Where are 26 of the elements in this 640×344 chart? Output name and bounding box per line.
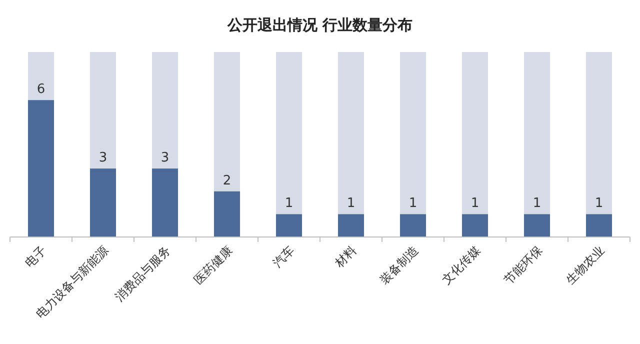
bar [338, 214, 364, 237]
data-label: 1 [470, 196, 480, 212]
data-label: 1 [284, 196, 294, 212]
chart-title: 公开退出情况 行业数量分布 [226, 16, 413, 34]
data-label: 1 [532, 196, 542, 212]
data-label: 1 [408, 196, 418, 212]
data-label: 3 [98, 150, 108, 166]
x-tick-label: 材料 [332, 243, 360, 271]
x-tick-label: 节能环保 [501, 243, 546, 288]
data-label: 1 [346, 196, 356, 212]
x-tick-label: 生物农业 [563, 243, 608, 288]
x-tick-label: 电子 [22, 243, 50, 270]
data-label: 3 [160, 150, 170, 166]
data-label: 1 [594, 196, 604, 212]
x-tick-label: 汽车 [270, 243, 298, 270]
bar [524, 214, 550, 237]
bar [400, 214, 426, 237]
bar [586, 214, 612, 237]
data-label: 6 [36, 82, 46, 98]
x-tick-label: 医药健康 [191, 243, 236, 288]
x-tick-label: 消费品与服务 [112, 243, 174, 304]
bar [276, 214, 302, 237]
x-tick-label: 文化传媒 [439, 243, 484, 288]
bar [462, 214, 488, 237]
data-label: 2 [222, 173, 232, 188]
x-tick-label: 装备制造 [377, 243, 422, 288]
